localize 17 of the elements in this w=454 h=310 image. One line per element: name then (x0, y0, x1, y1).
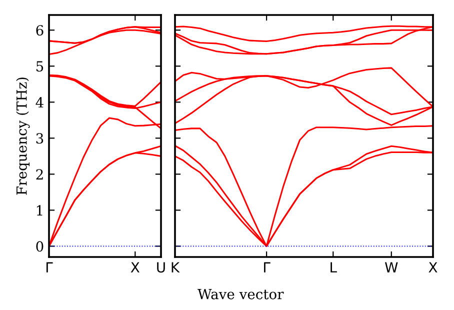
y-tick-label: 3 (36, 133, 44, 144)
y-axis-title: Frequency (THz) (16, 78, 30, 195)
x-tick-label: W (384, 262, 398, 272)
x-tick-label: X (130, 262, 140, 272)
x-axis-title: Wave vector (198, 289, 284, 300)
y-tick-label: 2 (36, 169, 43, 180)
x-tick-label: X (428, 262, 438, 272)
x-tick-label: U (157, 262, 165, 273)
y-tick-label: 0 (36, 241, 44, 252)
y-tick-label: 4 (36, 97, 44, 108)
y-tick-label: 5 (36, 61, 44, 72)
x-tick-label: K (172, 262, 180, 272)
y-tick-label: 1 (36, 205, 42, 216)
y-tick-label: 6 (36, 25, 44, 36)
x-tick-label: Γ (264, 262, 270, 272)
x-tick-label: L (330, 262, 337, 272)
x-tick-label: Γ (46, 262, 53, 272)
